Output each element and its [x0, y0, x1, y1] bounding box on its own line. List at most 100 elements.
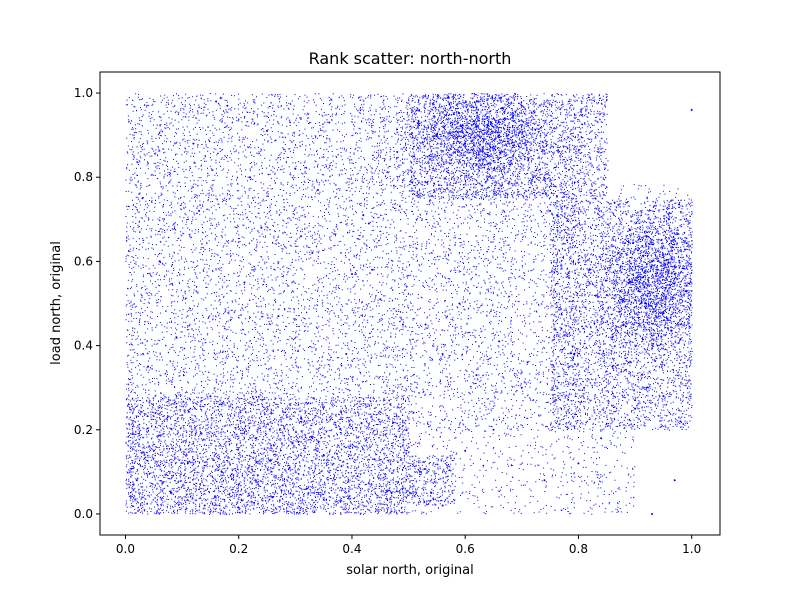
scatter-point	[690, 108, 693, 111]
x-axis: 0.0 0.2 0.4 0.6 0.8 1.0	[116, 535, 701, 556]
scatter-point	[634, 399, 637, 402]
scatter-point	[294, 167, 297, 170]
scatter-point	[339, 500, 342, 503]
scatter-point	[317, 188, 319, 191]
scatter-point	[639, 302, 642, 305]
x-tick-label: 0.4	[342, 542, 361, 556]
scatter-point	[628, 281, 631, 284]
y-axis-label: load north, original	[49, 241, 64, 365]
scatter-point	[220, 470, 223, 473]
y-tick-label: 1.0	[74, 86, 93, 100]
scatter-point	[645, 386, 648, 389]
scatter-point	[481, 184, 484, 187]
scatter-point	[526, 361, 529, 364]
scatter-point	[458, 302, 461, 305]
scatter-point	[141, 197, 144, 200]
scatter-points	[135, 96, 693, 515]
scatter-point	[520, 104, 523, 107]
scatter-point	[622, 323, 625, 326]
scatter-point	[322, 454, 325, 456]
scatter-point	[600, 437, 603, 440]
x-tick-label: 0.6	[456, 542, 475, 556]
scatter-point	[203, 504, 206, 507]
x-tick-label: 0.2	[229, 542, 248, 556]
scatter-point	[243, 281, 246, 284]
scatter-density-texture	[125, 93, 693, 515]
scatter-point	[215, 100, 218, 103]
scatter-point	[441, 353, 444, 355]
scatter-point	[351, 273, 353, 275]
scatter-point	[464, 449, 467, 452]
scatter-point	[401, 323, 404, 326]
scatter-point	[260, 226, 263, 229]
y-tick-label: 0.8	[74, 170, 93, 184]
scatter-point	[498, 134, 501, 137]
y-tick-label: 0.4	[74, 339, 93, 353]
scatter-point	[560, 327, 563, 330]
scatter-point	[209, 395, 212, 398]
scatter-point	[492, 428, 495, 431]
scatter-point	[611, 336, 614, 339]
scatter-point	[685, 289, 687, 292]
scatter-point	[271, 496, 274, 499]
scatter-point	[549, 209, 552, 212]
scatter-texture-path	[125, 93, 693, 515]
scatter-point	[288, 466, 291, 469]
scatter-point	[435, 134, 438, 137]
scatter-point	[367, 222, 370, 225]
scatter-point	[475, 125, 478, 128]
y-axis: 0.0 0.2 0.4 0.6 0.8 1.0	[74, 86, 100, 521]
scatter-point	[520, 386, 523, 389]
scatter-point	[373, 458, 376, 461]
scatter-point	[668, 218, 670, 221]
scatter-point	[503, 117, 506, 120]
scatter-point	[158, 260, 161, 263]
scatter-point	[583, 386, 586, 389]
scatter-point	[226, 104, 229, 107]
scatter-point	[645, 235, 648, 238]
x-tick-label: 1.0	[682, 542, 701, 556]
scatter-point	[300, 235, 302, 238]
scatter-point	[464, 142, 467, 145]
scatter-point	[543, 479, 546, 482]
scatter-point	[673, 273, 676, 275]
scatter-point	[611, 365, 614, 368]
scatter-point	[390, 491, 393, 494]
scatter-point	[651, 513, 654, 515]
scatter-point	[135, 479, 138, 482]
scatter-point	[147, 365, 150, 368]
scatter-point	[617, 252, 620, 254]
scatter-point	[169, 491, 172, 494]
scatter-point	[588, 268, 591, 271]
scatter-point	[430, 491, 433, 494]
scatter-point	[679, 420, 682, 423]
scatter-point	[198, 209, 201, 212]
scatter-point	[662, 395, 665, 398]
scatter-point	[441, 504, 444, 507]
scatter-point	[532, 176, 535, 179]
scatter-point	[345, 353, 348, 355]
scatter-point	[237, 483, 240, 486]
x-axis-label: solar north, original	[346, 563, 474, 578]
scatter-point	[254, 437, 257, 440]
plot-frame	[99, 71, 721, 536]
scatter-point	[452, 113, 455, 116]
scatter-point	[605, 294, 608, 297]
scatter-point	[498, 340, 501, 343]
scatter-point	[673, 479, 676, 482]
scatter-point	[356, 475, 359, 478]
scatter-point	[418, 470, 421, 473]
scatter-point	[486, 155, 489, 158]
scatter-point	[651, 260, 654, 263]
scatter-point	[277, 315, 280, 318]
scatter-point	[266, 129, 268, 132]
scatter-point	[362, 214, 365, 217]
scatter-point	[175, 336, 178, 339]
scatter-point	[566, 239, 569, 242]
y-tick-label: 0.0	[74, 507, 93, 521]
plot-area	[125, 93, 693, 515]
scatter-point	[328, 121, 331, 124]
scatter-point	[249, 176, 251, 179]
scatter-point	[447, 96, 450, 99]
